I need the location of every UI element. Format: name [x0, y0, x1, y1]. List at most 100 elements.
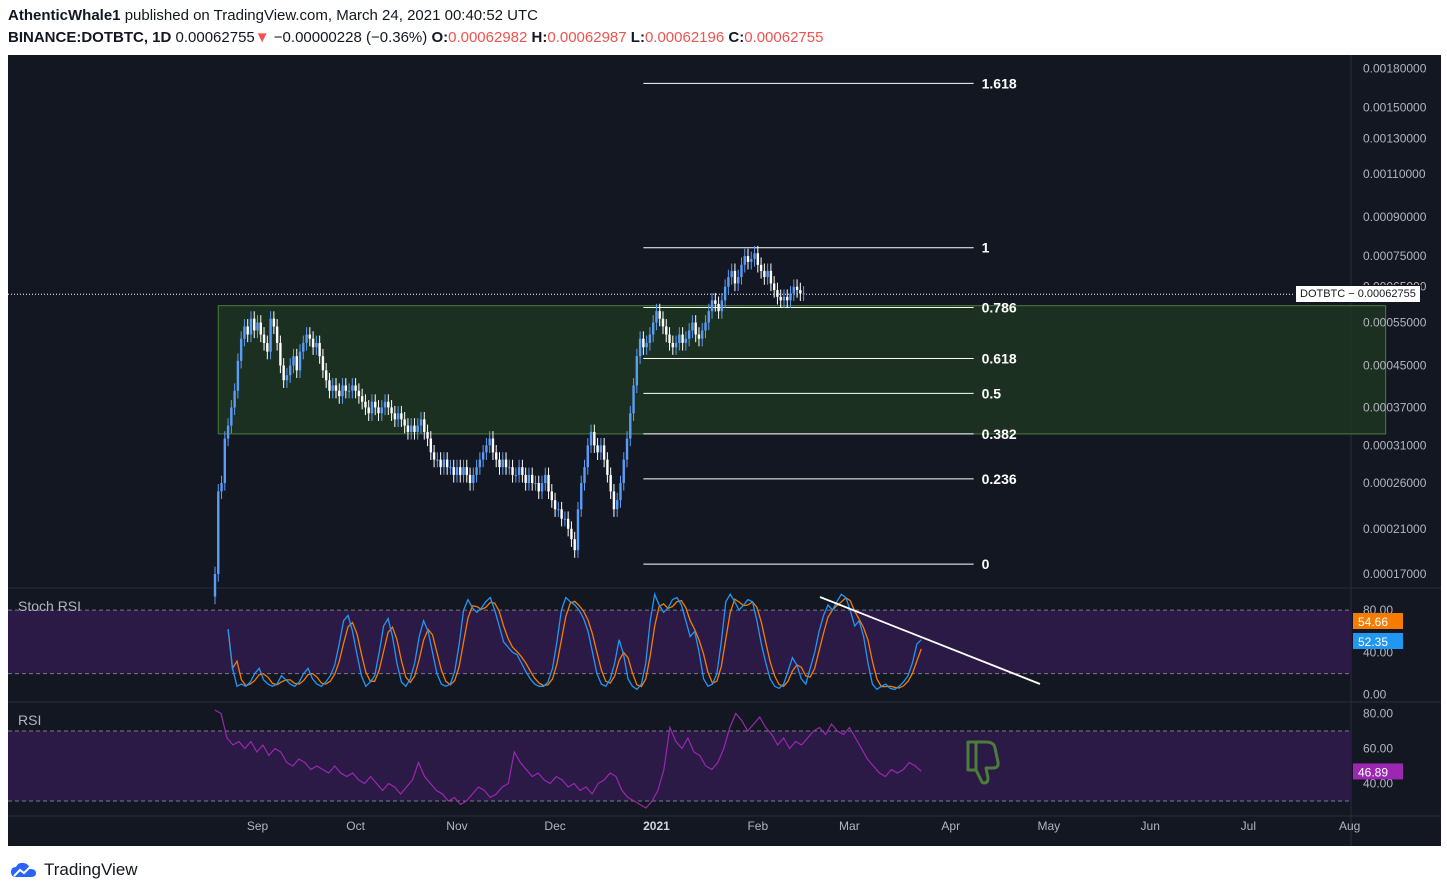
candle-body	[586, 445, 589, 468]
candle-body	[308, 334, 312, 339]
candle-body	[360, 396, 364, 402]
candle-body	[580, 483, 583, 510]
candle-body	[779, 296, 782, 301]
candle-body	[544, 474, 547, 484]
time-axis-tick: May	[1038, 819, 1061, 833]
candle-body	[671, 342, 674, 348]
candle-body	[383, 401, 387, 408]
candle-body	[599, 445, 603, 453]
candle-body	[419, 419, 423, 426]
branding-text: TradingView	[44, 860, 138, 879]
candle-body	[426, 431, 429, 439]
candle-body	[651, 322, 655, 335]
stoch-axis-tick: 0.00	[1363, 688, 1387, 702]
last-price-tag: DOTBTC − 0.00062755	[1295, 285, 1421, 304]
price-axis-tick: 0.00045000	[1363, 359, 1427, 373]
candle-body	[442, 459, 446, 468]
candle-body	[658, 311, 661, 319]
candle-body	[609, 474, 612, 492]
publish-line: AthenticWhale1 published on TradingView.…	[8, 7, 538, 24]
candle-body	[481, 452, 485, 460]
fib-level-label: 1.618	[982, 75, 1017, 91]
candle-body	[691, 322, 694, 331]
candle-body	[491, 438, 495, 453]
candle-body	[782, 296, 786, 301]
fib-level-label: 0.786	[982, 299, 1017, 315]
price-axis-tick: 0.00021000	[1363, 522, 1427, 536]
time-axis-tick: Feb	[747, 819, 768, 833]
candle-body	[315, 342, 318, 348]
price-axis-tick: 0.00055000	[1363, 316, 1427, 330]
close-value: 0.00062755	[744, 29, 824, 46]
time-axis-tick: Apr	[941, 819, 960, 833]
candle-body	[684, 338, 688, 343]
time-axis-tick: Jun	[1141, 819, 1160, 833]
candle-body	[750, 258, 753, 262]
candle-body	[298, 351, 302, 371]
last-price: 0.00062755	[175, 29, 255, 46]
candle-body	[733, 270, 737, 284]
candle-body	[517, 467, 521, 475]
candle-body	[553, 500, 557, 510]
fib-level-label: 0.5	[982, 385, 1002, 401]
candle-body	[632, 385, 635, 414]
price-axis-tick: 0.00075000	[1363, 249, 1427, 263]
stoch-trendline	[819, 596, 1041, 685]
stoch-k-value-label: 52.35	[1358, 635, 1388, 649]
tradingview-logo[interactable]: TradingView	[10, 860, 138, 880]
candle-body	[619, 483, 622, 501]
candle-body	[707, 311, 710, 323]
candle-body	[410, 425, 413, 432]
candle-body	[253, 318, 256, 331]
time-axis-tick: Sep	[247, 819, 269, 833]
candle-body	[687, 330, 691, 339]
time-axis-tick: Jul	[1241, 819, 1256, 833]
candle-body	[593, 431, 596, 446]
candle-body	[266, 342, 269, 352]
candle-body	[776, 290, 779, 297]
candle-body	[589, 431, 593, 446]
candle-body	[678, 334, 681, 343]
candle-body	[370, 401, 374, 414]
rsi-line	[214, 709, 922, 809]
candle-body	[432, 452, 436, 460]
candle-body	[504, 459, 508, 468]
candle-body	[583, 467, 586, 484]
candle-body	[743, 256, 746, 265]
candle-body	[226, 425, 230, 439]
candle-body	[727, 277, 730, 287]
candle-body	[439, 459, 442, 468]
candle-body	[289, 365, 292, 376]
time-axis-tick: Nov	[446, 819, 467, 833]
candle-body	[374, 401, 377, 408]
chart-svg[interactable]: 0.00180000 0.00150000 0.00130000 0.00110000…	[8, 55, 1441, 846]
candle-body	[217, 491, 220, 575]
rsi-band-fill	[8, 731, 1351, 801]
candle-body	[331, 385, 334, 391]
price-axis-tick: 0.00031000	[1363, 438, 1427, 452]
ohlc-line: BINANCE:DOTBTC, 1D 0.00062755▼ −0.000002…	[8, 29, 823, 46]
candle-body	[655, 311, 658, 323]
chart-area[interactable]: 0.00180000 0.00150000 0.00130000 0.00110000…	[8, 55, 1441, 846]
candle-body	[661, 318, 665, 327]
candle-body	[351, 385, 354, 391]
price-axis-tick: 0.00017000	[1363, 567, 1427, 581]
candle-body	[606, 459, 609, 475]
high-label: H:	[531, 29, 548, 46]
candle-body	[527, 474, 531, 484]
stoch-d-value-label: 54.66	[1358, 615, 1388, 629]
rsi-axis-tick: 80.00	[1363, 707, 1393, 721]
candle-body	[720, 300, 724, 312]
candle-body	[413, 425, 416, 432]
symbol-label: BINANCE:DOTBTC, 1D	[8, 29, 172, 46]
candle-body	[269, 318, 272, 352]
candle-body	[259, 322, 262, 335]
candle-body	[387, 401, 390, 408]
candle-body	[537, 483, 540, 492]
author-name[interactable]: AthenticWhale1	[8, 7, 121, 24]
candle-body	[220, 483, 223, 492]
candle-body	[213, 574, 217, 597]
rsi-value-label: 46.89	[1358, 765, 1388, 779]
candle-body	[305, 334, 308, 343]
low-label: L:	[630, 29, 645, 46]
